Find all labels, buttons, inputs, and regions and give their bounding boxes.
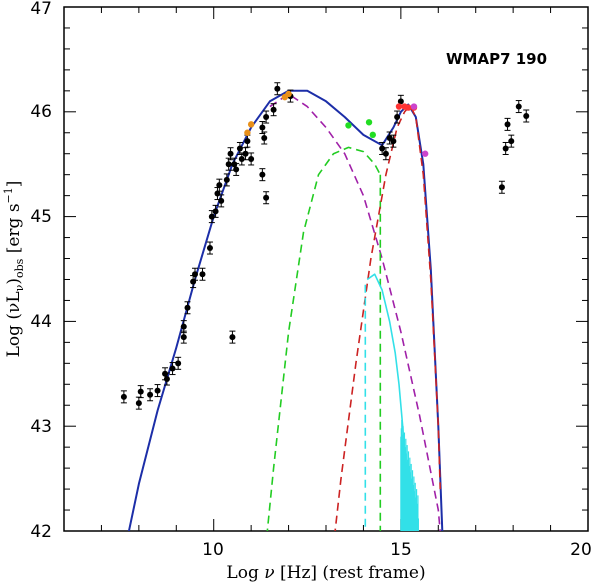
point-ir-model-points	[244, 129, 251, 136]
observed-point	[229, 334, 236, 341]
observed-point	[169, 365, 176, 372]
observed-point	[163, 376, 170, 383]
series-torus	[266, 146, 382, 531]
observed-point	[382, 150, 389, 157]
observed-point	[238, 155, 245, 162]
tick-labels: 42 43 44 45 46 47 10 15 20	[30, 0, 591, 560]
observed-point	[206, 245, 213, 252]
observed-point	[218, 197, 225, 204]
point-optical	[395, 103, 403, 110]
observed-point	[184, 304, 191, 311]
observed-point	[120, 393, 127, 400]
points-layer	[120, 82, 530, 410]
observed-point	[263, 194, 270, 201]
plot-frame	[63, 6, 589, 532]
annotation-label: WMAP7 190	[446, 50, 547, 68]
observed-point	[502, 145, 509, 152]
observed-point	[199, 271, 206, 278]
axis-ticks	[63, 6, 589, 532]
y-tick-label: 43	[30, 417, 52, 437]
observed-point	[154, 387, 161, 394]
point-green-points	[369, 131, 376, 139]
observed-point	[263, 114, 270, 121]
observed-point	[212, 208, 219, 215]
observed-point	[259, 124, 266, 131]
observed-point	[259, 171, 266, 178]
point-green-points	[365, 119, 373, 126]
observed-point	[508, 138, 515, 145]
series-synchrotron	[269, 93, 441, 531]
observed-point	[498, 184, 505, 191]
y-tick-label: 47	[30, 0, 52, 19]
y-tick-label: 42	[30, 522, 52, 542]
y-tick-label: 45	[30, 207, 52, 227]
observed-point	[394, 114, 401, 121]
observed-point	[244, 138, 251, 145]
point-optical	[405, 104, 412, 111]
observed-point	[208, 213, 215, 220]
observed-point	[147, 391, 154, 398]
observed-point	[216, 182, 223, 189]
observed-point	[236, 145, 243, 152]
x-tick-label: 10	[202, 540, 224, 560]
y-axis-title: Log (νLν)obs [erg s−1]	[2, 181, 26, 358]
observed-point	[379, 145, 386, 152]
observed-point	[390, 138, 397, 145]
observed-point	[227, 150, 234, 157]
point-ir-model-points	[247, 121, 255, 128]
point-uv	[421, 150, 429, 157]
observed-point	[397, 98, 404, 105]
series-layer	[127, 89, 444, 531]
observed-point	[137, 388, 144, 395]
observed-point	[192, 271, 198, 278]
observed-point	[135, 400, 142, 407]
observed-point	[175, 360, 182, 367]
y-tick-label: 44	[30, 312, 52, 332]
y-tick-label: 46	[30, 102, 52, 122]
point-uv	[410, 103, 418, 110]
observed-point	[180, 323, 187, 330]
observed-point	[523, 112, 530, 119]
observed-point	[504, 121, 511, 128]
point-green-points	[345, 122, 352, 129]
observed-point	[515, 103, 522, 110]
observed-point	[270, 106, 277, 113]
observed-point	[225, 161, 232, 168]
x-tick-label: 20	[570, 540, 592, 560]
observed-point	[274, 85, 281, 92]
observed-point	[180, 334, 187, 341]
observed-point	[233, 166, 240, 173]
series-total-model	[127, 89, 444, 531]
observed-point	[248, 155, 255, 162]
observed-point	[223, 176, 230, 183]
observed-point	[261, 135, 268, 141]
x-tick-label: 15	[390, 540, 412, 560]
observed-point	[242, 150, 249, 157]
point-ir-model-points	[285, 90, 292, 98]
series-disk	[334, 104, 441, 531]
x-axis-title: Log ν [Hz] (rest frame)	[226, 563, 425, 583]
